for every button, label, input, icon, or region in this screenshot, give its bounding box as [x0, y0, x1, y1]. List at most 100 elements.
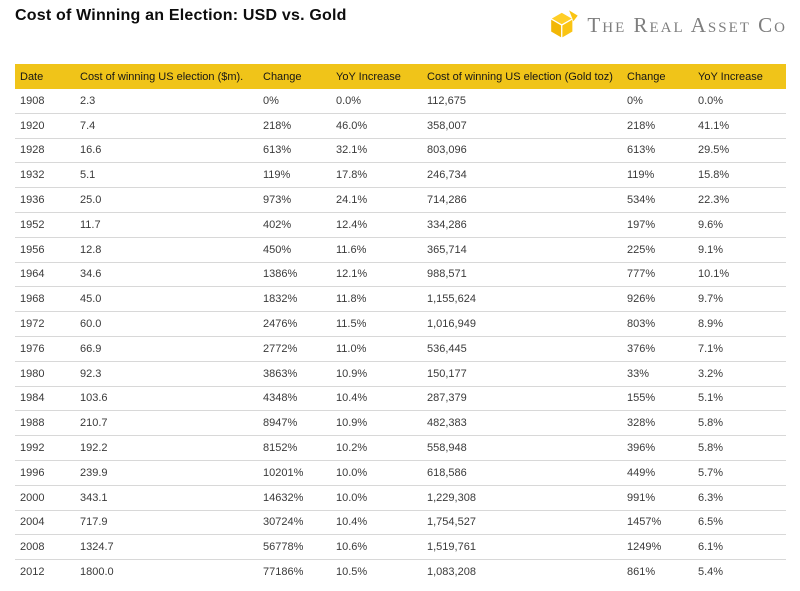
table-cell: 926% [622, 286, 693, 313]
table-cell: 449% [622, 460, 693, 486]
table-cell: 558,948 [422, 435, 622, 461]
table-cell: 10.4% [331, 386, 422, 412]
table-row: 2012 1800.0 77186% 10.5% 1,083,208 861% 5.4% [15, 560, 786, 584]
table-cell: 66.9 [75, 336, 258, 362]
table-cell: 1932 [15, 162, 75, 189]
table-cell: 1800.0 [80, 566, 114, 579]
table-cell: 45.0 [75, 286, 258, 313]
table-cell: 9.6% [693, 212, 786, 238]
table-cell: 4348% [258, 386, 331, 412]
table-cell: 225% [622, 237, 693, 263]
table-cell: 343.1 [75, 485, 258, 511]
table-cell: 991% [622, 485, 693, 511]
table-cell: 1,155,624 [422, 286, 622, 313]
table-cell: 376% [622, 336, 693, 362]
table-cell: 1984 [15, 386, 75, 412]
table-cell: 3863% [258, 361, 331, 387]
table-cell: 358,007 [422, 113, 622, 139]
table-cell: 24.1% [331, 187, 422, 213]
table-cell: 192.2 [75, 435, 258, 461]
table-cell: 6.3% [693, 485, 786, 511]
table-cell: 973% [258, 187, 331, 213]
table-cell: 10.0% [331, 460, 422, 486]
data-table: Date Cost of winning US election ($m). Cha… [15, 64, 786, 584]
table-row: 1936 25.0 973% 24.1% 714,286 534% 22.3% [15, 187, 786, 213]
table-cell: 7.1% [693, 336, 786, 362]
table-cell: 41.1% [693, 113, 786, 139]
logo-text: The Real Asset Co [587, 13, 787, 37]
table-cell: 92.3 [75, 361, 258, 387]
table-cell: 1988 [15, 410, 75, 437]
table-cell: 287,379 [422, 386, 622, 412]
table-cell: 25.0 [75, 187, 258, 213]
table-cell: 2008 [15, 534, 75, 561]
table-cell: 103.6 [75, 386, 258, 412]
table-cell: 16.6 [75, 138, 258, 164]
table-cell: 14632% [258, 485, 331, 511]
table-cell: 328% [622, 410, 693, 437]
table-cell: 618,586 [422, 460, 622, 486]
table-cell: 2012 [20, 566, 45, 579]
table-cell: 1928 [15, 138, 75, 164]
table-cell: 11.5% [331, 311, 422, 337]
table-cell: 861% [627, 566, 656, 579]
table-cell: 450% [258, 237, 331, 263]
table-row: 1908 2.3 0% 0.0% 112,675 0% 0.0% [15, 89, 786, 114]
table-cell: 22.3% [693, 187, 786, 213]
table-cell: 10.1% [693, 262, 786, 288]
table-header-cell: Change [622, 64, 693, 89]
table-cell: 1980 [15, 361, 75, 387]
table-row: 1988 210.7 8947% 10.9% 482,383 328% 5.8% [15, 410, 786, 437]
table-cell: 239.9 [75, 460, 258, 486]
table-cell: 10.6% [331, 534, 422, 561]
table-cell: 119% [258, 162, 331, 189]
table-row: 1920 7.4 218% 46.0% 358,007 218% 41.1% [15, 113, 786, 139]
table-cell: 482,383 [422, 410, 622, 437]
table-row: 1984 103.6 4348% 10.4% 287,379 155% 5.1% [15, 386, 786, 412]
table-cell: 10.9% [331, 361, 422, 387]
table-cell: 11.7 [75, 212, 258, 238]
table-cell: 1964 [15, 262, 75, 288]
table-cell: 5.1% [693, 386, 786, 412]
table-cell: 8947% [258, 410, 331, 437]
table-cell: 29.5% [693, 138, 786, 164]
table-cell: 1324.7 [75, 534, 258, 561]
table-cell: 10.0% [331, 485, 422, 511]
table-cell: 15.8% [693, 162, 786, 189]
table-cell: 1,229,308 [422, 485, 622, 511]
table-cell: 1,754,527 [422, 510, 622, 536]
table-cell: 34.6 [75, 262, 258, 288]
table-cell: 12.1% [331, 262, 422, 288]
table-cell: 613% [258, 138, 331, 164]
table-cell: 33% [622, 361, 693, 387]
table-row: 2008 1324.7 56778% 10.6% 1,519,761 1249% 6.1% [15, 534, 786, 561]
table-row: 1996 239.9 10201% 10.0% 618,586 449% 5.7% [15, 460, 786, 486]
table-cell: 6.1% [693, 534, 786, 561]
table-cell: 2.3 [75, 89, 258, 114]
table-cell: 334,286 [422, 212, 622, 238]
table-row: 1968 45.0 1832% 11.8% 1,155,624 926% 9.7% [15, 286, 786, 313]
table-cell: 155% [622, 386, 693, 412]
table-cell: 365,714 [422, 237, 622, 263]
table-cell: 2004 [15, 510, 75, 536]
table-cell: 1457% [622, 510, 693, 536]
table-cell: 1,083,208 [427, 566, 476, 579]
table-cell: 30724% [258, 510, 331, 536]
table-cell: 56778% [258, 534, 331, 561]
table-cell: 218% [622, 113, 693, 139]
table-cell: 10201% [258, 460, 331, 486]
table-cell: 10.9% [331, 410, 422, 437]
table-cell: 1972 [15, 311, 75, 337]
table-cell: 613% [622, 138, 693, 164]
table-row: 1976 66.9 2772% 11.0% 536,445 376% 7.1% [15, 336, 786, 362]
table-cell: 2476% [258, 311, 331, 337]
table-row: 1956 12.8 450% 11.6% 365,714 225% 9.1% [15, 237, 786, 263]
table-cell: 8152% [258, 435, 331, 461]
table-cell: 988,571 [422, 262, 622, 288]
table-cell: 9.7% [693, 286, 786, 313]
table-cell: 1996 [15, 460, 75, 486]
table-cell: 2000 [15, 485, 75, 511]
table-cell: 5.7% [693, 460, 786, 486]
table-cell: 1832% [258, 286, 331, 313]
table-cell: 1386% [258, 262, 331, 288]
